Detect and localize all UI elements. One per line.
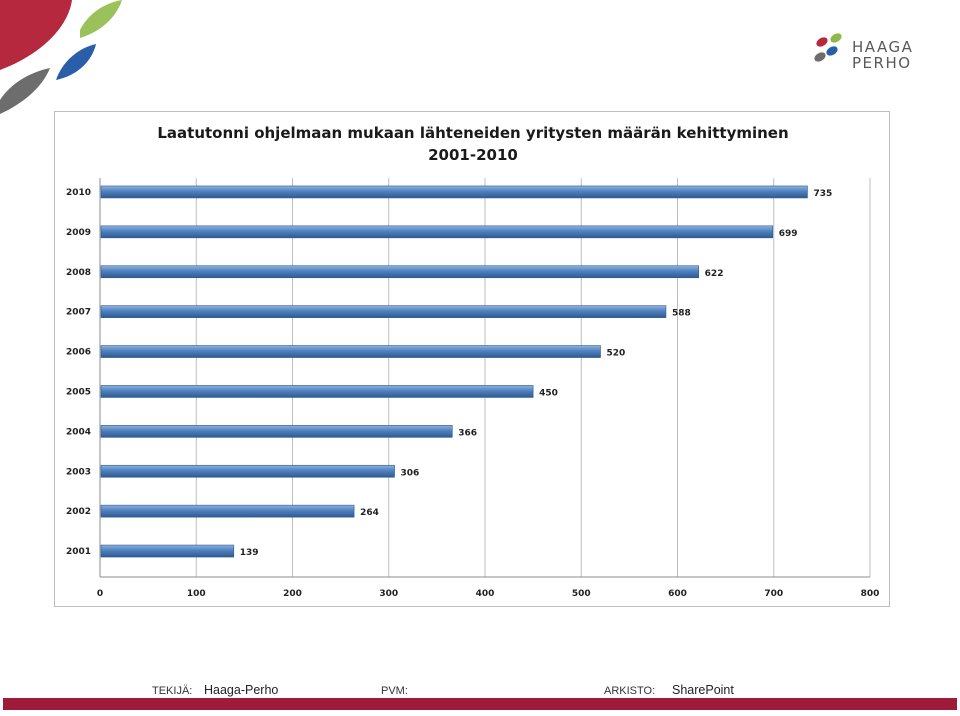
bar <box>100 544 235 558</box>
chart-title-block: Laatutonni ohjelmaan mukaan lähteneiden … <box>55 122 891 166</box>
date-label: PVM: <box>381 685 408 697</box>
bar <box>100 225 774 239</box>
data-label: 520 <box>607 349 626 359</box>
bar <box>100 185 808 199</box>
chart-title: Laatutonni ohjelmaan mukaan lähteneiden … <box>157 124 789 142</box>
y-tick-label: 2001 <box>66 547 91 557</box>
y-tick-label: 2006 <box>66 348 91 358</box>
x-tick-label: 800 <box>861 589 880 599</box>
author-label: TEKIJÄ: <box>152 685 193 697</box>
green-leaf-shape <box>80 0 122 38</box>
x-tick-label: 300 <box>379 589 398 599</box>
bar <box>100 425 453 438</box>
footer: TEKIJÄ: Haaga-Perho PVM: ARKISTO: ShareP… <box>0 683 960 716</box>
footer-bar <box>3 698 957 710</box>
archive-value: SharePoint <box>672 683 734 697</box>
bar-chart: 0 100 200 300 400 500 600 700 800 2010 735 2009 699 2… <box>66 178 880 599</box>
bar <box>100 345 601 358</box>
bar <box>100 305 667 318</box>
data-label: 306 <box>401 468 420 478</box>
chart-subtitle: 2001-2010 <box>428 146 518 164</box>
y-tick-label: 2009 <box>66 228 91 238</box>
blue-leaf-shape <box>56 44 96 80</box>
logo-line-2: PERHO <box>852 54 912 72</box>
x-tick-label: 200 <box>283 589 302 599</box>
logo-text: HAAGA PERHO <box>852 40 913 72</box>
data-label: 366 <box>458 428 477 438</box>
data-label: 264 <box>360 508 379 518</box>
data-label: 139 <box>240 548 259 558</box>
y-tick-label: 2007 <box>66 308 91 318</box>
y-tick-label: 2010 <box>66 188 91 198</box>
corner-decoration <box>0 0 122 114</box>
y-tick-label: 2008 <box>66 268 91 278</box>
x-tick-label: 100 <box>187 589 206 599</box>
x-tick-label: 0 <box>97 589 103 599</box>
archive-label: ARKISTO: <box>604 685 656 697</box>
author-value: Haaga-Perho <box>204 683 279 697</box>
gray-leaf-shape <box>0 68 50 114</box>
y-tick-label: 2005 <box>66 387 91 397</box>
y-tick-label: 2003 <box>66 467 91 477</box>
red-leaf-shape <box>0 0 72 70</box>
bar <box>100 385 534 398</box>
data-label: 450 <box>539 388 558 398</box>
haaga-perho-logo: HAAGA PERHO <box>812 28 922 74</box>
bar <box>100 265 699 279</box>
x-tick-label: 600 <box>668 589 687 599</box>
data-label: 588 <box>672 309 691 319</box>
x-tick-label: 400 <box>476 589 495 599</box>
y-tick-label: 2002 <box>66 507 91 517</box>
bar <box>100 464 395 478</box>
x-tick-label: 500 <box>572 589 591 599</box>
data-label: 735 <box>813 189 832 199</box>
data-label: 699 <box>779 229 798 239</box>
bar <box>100 504 355 518</box>
logo-icon <box>814 33 842 62</box>
logo-line-1: HAAGA <box>852 38 914 56</box>
chart-area: Laatutonni ohjelmaan mukaan lähteneiden … <box>54 111 890 607</box>
y-tick-label: 2004 <box>66 427 91 437</box>
data-label: 622 <box>705 269 724 279</box>
x-tick-label: 700 <box>764 589 783 599</box>
